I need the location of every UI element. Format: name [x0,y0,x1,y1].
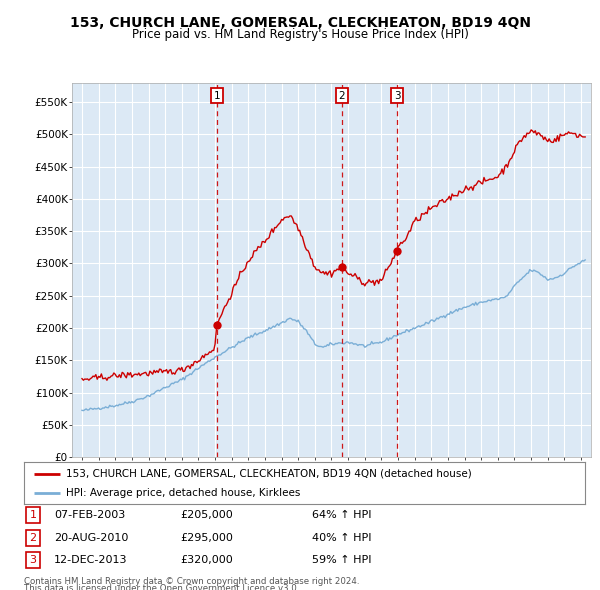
Text: 20-AUG-2010: 20-AUG-2010 [54,533,128,543]
Text: 3: 3 [394,91,401,101]
Text: 1: 1 [29,510,37,520]
Text: £320,000: £320,000 [180,555,233,565]
Text: 2: 2 [338,91,345,101]
Text: HPI: Average price, detached house, Kirklees: HPI: Average price, detached house, Kirk… [66,489,301,499]
Text: £295,000: £295,000 [180,533,233,543]
Text: 1: 1 [214,91,220,101]
Text: 2: 2 [29,533,37,543]
Text: 40% ↑ HPI: 40% ↑ HPI [312,533,371,543]
Text: 64% ↑ HPI: 64% ↑ HPI [312,510,371,520]
Text: This data is licensed under the Open Government Licence v3.0.: This data is licensed under the Open Gov… [24,584,299,590]
Text: 153, CHURCH LANE, GOMERSAL, CLECKHEATON, BD19 4QN (detached house): 153, CHURCH LANE, GOMERSAL, CLECKHEATON,… [66,469,472,479]
Text: Contains HM Land Registry data © Crown copyright and database right 2024.: Contains HM Land Registry data © Crown c… [24,577,359,586]
Text: 153, CHURCH LANE, GOMERSAL, CLECKHEATON, BD19 4QN: 153, CHURCH LANE, GOMERSAL, CLECKHEATON,… [70,16,530,30]
Text: 12-DEC-2013: 12-DEC-2013 [54,555,128,565]
Text: £205,000: £205,000 [180,510,233,520]
Text: Price paid vs. HM Land Registry's House Price Index (HPI): Price paid vs. HM Land Registry's House … [131,28,469,41]
Text: 07-FEB-2003: 07-FEB-2003 [54,510,125,520]
Text: 3: 3 [29,555,37,565]
Text: 59% ↑ HPI: 59% ↑ HPI [312,555,371,565]
